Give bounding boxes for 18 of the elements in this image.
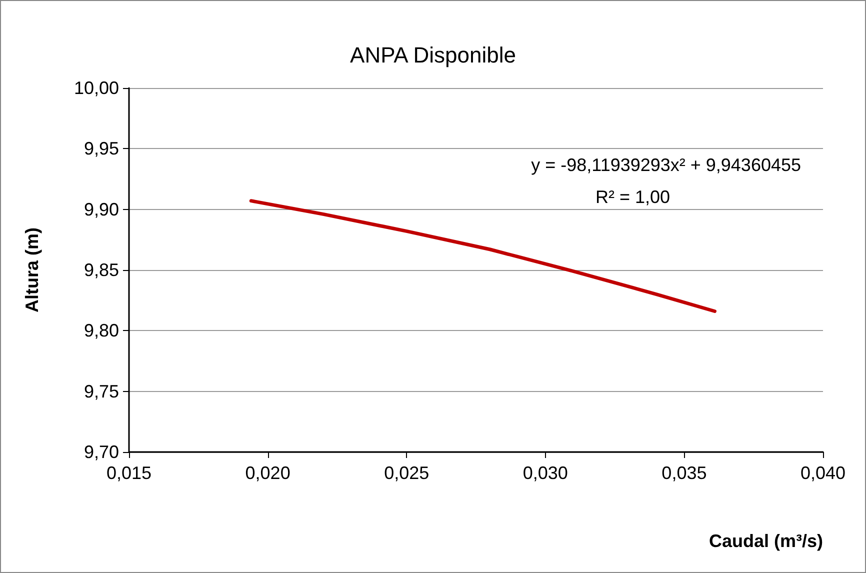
y-tick-label: 9,70 [84,442,119,462]
y-tick-label: 10,00 [74,78,119,98]
y-axis-title: Altura (m) [22,227,42,312]
x-tick-label: 0,040 [800,463,846,483]
chart-title: ANPA Disponible [350,42,516,68]
x-tick-label: 0,020 [245,463,290,483]
x-tick-label: 0,035 [662,463,707,483]
y-tick-label: 9,95 [84,138,119,159]
y-tick-label: 9,80 [84,320,119,341]
annotation: R² = 1,00 [595,187,670,207]
x-axis-title: Caudal (m³/s) [708,531,823,551]
x-tick-label: 0,015 [106,463,152,483]
y-tick-label: 9,85 [84,260,119,280]
annotation: y = -98,11939293x² + 9,94360455 [531,155,802,175]
y-tick-label: 9,90 [84,199,119,220]
x-tick-label: 0,025 [384,463,430,483]
x-tick-label: 0,030 [522,463,568,483]
y-tick-label: 9,75 [84,381,119,402]
